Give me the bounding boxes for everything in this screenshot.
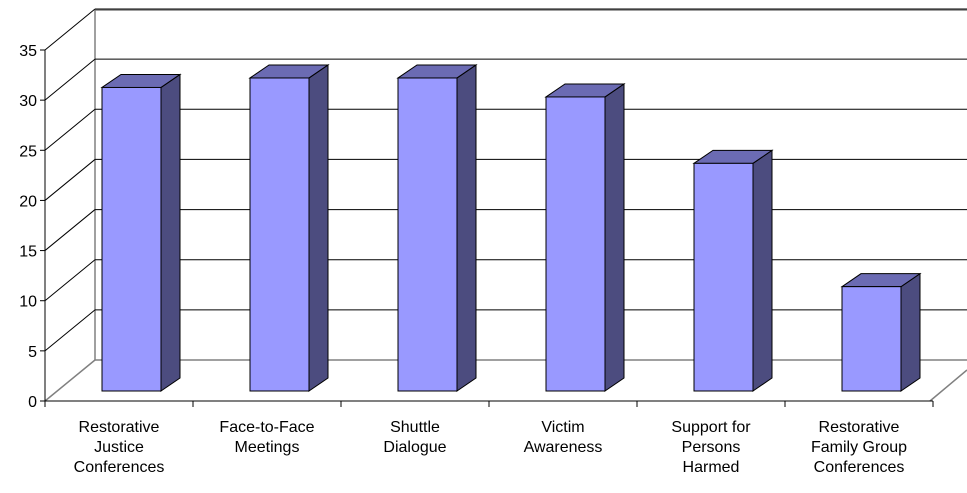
bar [692, 149, 774, 392]
y-tick-label: 10 [19, 294, 37, 311]
y-tick-label: 20 [19, 193, 37, 210]
chart-labels: 0 5 10 15 20 25 30 35 Restorative Justice Conferen… [19, 43, 907, 476]
bar-side-face [900, 272, 921, 392]
gridline-side [44, 209, 96, 251]
chart-axes [40, 8, 967, 407]
bar-side-face [308, 64, 329, 392]
bar-front-face [693, 162, 754, 392]
bar-front-face [397, 77, 458, 392]
gridline-side [44, 309, 96, 352]
bar-side-face [752, 149, 773, 392]
gridline-side [44, 108, 96, 151]
bar-side-face [456, 64, 477, 392]
bar [840, 272, 922, 392]
y-tick-label: 5 [28, 344, 37, 361]
floor-right-edge [929, 369, 967, 402]
x-tick-label: Support for Persons Harmed [671, 419, 751, 476]
bar-side-face [160, 73, 181, 392]
x-tick-label: Restorative Family Group Conferences [811, 419, 907, 476]
chart-back-wall [44, 9, 967, 402]
bar [396, 64, 478, 392]
bar-front-face [545, 96, 606, 392]
x-tick-label: Victim Awareness [524, 419, 603, 456]
gridline-side [44, 8, 96, 51]
y-tick-label: 25 [19, 143, 37, 160]
bar-front-face [249, 77, 310, 392]
x-tick-label: Shuttle Dialogue [383, 419, 446, 456]
bar [544, 82, 626, 392]
bar-front-face [101, 86, 162, 392]
y-tick-label: 30 [19, 93, 37, 110]
y-tick-label: 15 [19, 244, 37, 261]
gridline-side [44, 58, 96, 101]
bar-side-face [604, 82, 625, 392]
y-tick-label: 35 [19, 43, 37, 60]
x-tick-label: Restorative Justice Conferences [74, 419, 165, 476]
chart-bars [100, 64, 922, 392]
bar-front-face [841, 286, 902, 392]
x-tick-label: Face-to-Face Meetings [219, 419, 314, 456]
bar [248, 64, 330, 392]
gridline-side [44, 159, 96, 201]
y-tick-label: 0 [28, 394, 37, 411]
gridline-side [44, 259, 96, 302]
bar [100, 73, 182, 392]
floor-left-edge [44, 359, 96, 402]
